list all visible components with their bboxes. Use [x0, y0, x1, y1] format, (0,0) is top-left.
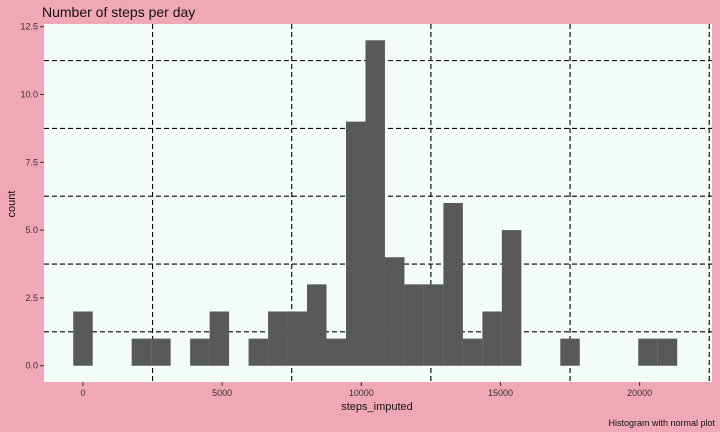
plot-caption: Histogram with normal plot — [608, 418, 715, 428]
x-tick-label: 20000 — [627, 388, 652, 398]
y-tick-label: 10.0 — [20, 90, 38, 100]
histogram-bar — [501, 230, 522, 366]
histogram-bar — [209, 311, 230, 366]
histogram-bar — [131, 338, 152, 366]
histogram-bar — [365, 40, 385, 366]
x-axis-ticks: 0 5000 10000 15000 20000 — [80, 382, 652, 398]
histogram-bar — [190, 338, 210, 366]
y-tick-label: 12.5 — [20, 22, 38, 32]
histogram-bar — [307, 284, 327, 366]
histogram-bar — [151, 338, 171, 366]
chart-title: Number of steps per day — [42, 4, 195, 20]
histogram-bar — [248, 338, 269, 366]
histogram-bar — [482, 311, 502, 366]
histogram-bar — [326, 338, 346, 366]
y-axis-title: count — [6, 191, 18, 218]
y-tick-label: 5.0 — [25, 225, 38, 235]
histogram-bar — [443, 203, 463, 366]
histogram-bar — [638, 338, 658, 366]
x-tick-label: 0 — [80, 388, 85, 398]
histogram-bar — [657, 338, 678, 366]
y-tick-label: 7.5 — [25, 157, 38, 167]
histogram-bar — [384, 257, 405, 366]
histogram-bar — [404, 284, 424, 366]
histogram-bar — [423, 284, 444, 366]
x-tick-label: 10000 — [349, 388, 374, 398]
histogram-bar — [462, 338, 483, 366]
x-tick-label: 5000 — [212, 388, 232, 398]
y-tick-label: 2.5 — [25, 293, 38, 303]
y-axis-ticks: 0.0 2.5 5.0 7.5 10.0 12.5 — [20, 22, 44, 371]
y-tick-label: 0.0 — [25, 361, 38, 371]
x-axis-title: steps_imputed — [341, 401, 413, 413]
histogram-bar — [73, 311, 93, 366]
histogram-bar — [345, 121, 366, 366]
x-tick-label: 15000 — [488, 388, 513, 398]
grid-lines — [44, 24, 712, 382]
histogram-bar — [560, 338, 580, 366]
histogram-bar — [268, 311, 288, 366]
histogram-bars — [73, 40, 678, 366]
histogram-bar — [287, 311, 308, 366]
